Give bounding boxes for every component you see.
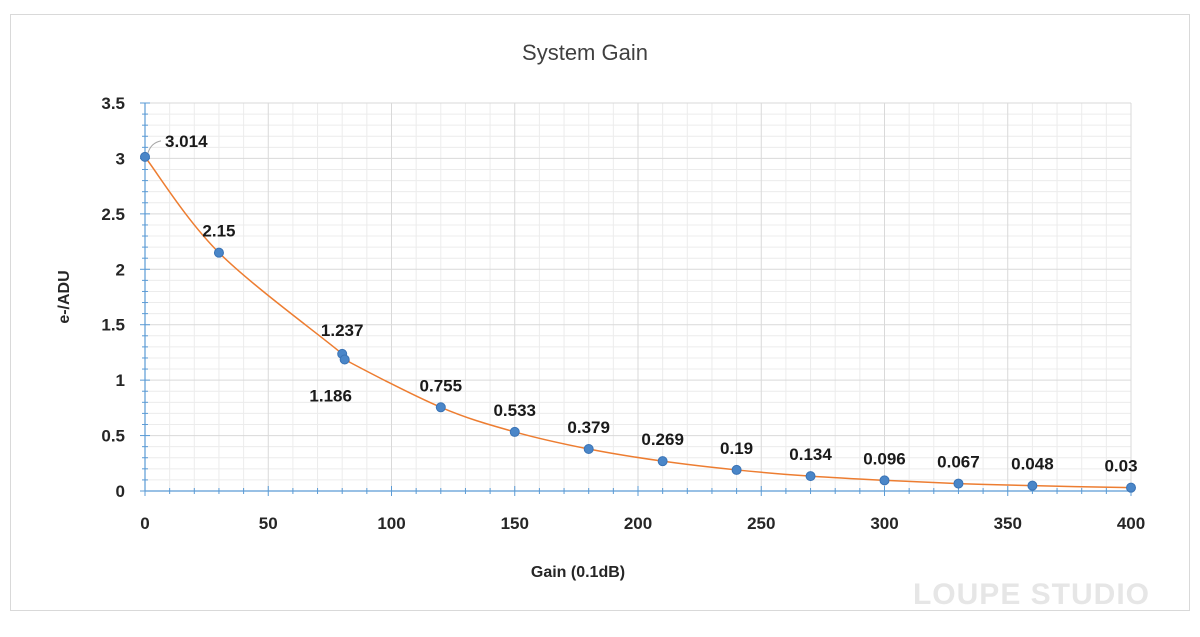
y-tick-label: 0 — [116, 482, 125, 501]
data-point — [731, 464, 742, 475]
y-tick-label: 2.5 — [101, 205, 125, 224]
data-point — [953, 478, 964, 489]
y-tick-label: 3 — [116, 149, 125, 168]
x-tick-label: 150 — [501, 514, 529, 533]
x-tick-label: 50 — [259, 514, 278, 533]
x-tick-labels: 0 50 100 150 200 250 300 350 400 — [140, 514, 1145, 533]
data-label: 0.19 — [720, 439, 753, 458]
data-label: 0.379 — [567, 418, 610, 437]
data-label: 0.03 — [1104, 457, 1137, 476]
data-label: 0.269 — [641, 430, 684, 449]
data-point — [509, 426, 520, 437]
x-tick-label: 0 — [140, 514, 149, 533]
x-tick-label: 250 — [747, 514, 775, 533]
data-label: 0.134 — [789, 445, 832, 464]
data-points — [140, 151, 1136, 493]
data-label: 0.755 — [420, 376, 463, 395]
data-point — [805, 471, 816, 482]
data-label: 3.014 — [165, 132, 208, 151]
data-label: 0.048 — [1011, 455, 1054, 474]
data-point — [583, 443, 594, 454]
data-label: 1.237 — [321, 321, 364, 340]
y-tick-label: 2 — [116, 260, 125, 279]
chart-title: System Gain — [522, 40, 648, 65]
data-point — [879, 475, 890, 486]
data-label: 1.186 — [309, 387, 352, 406]
y-tick-label: 1.5 — [101, 316, 125, 335]
data-point — [213, 247, 224, 258]
x-tick-label: 400 — [1117, 514, 1145, 533]
watermark-logo: LOUPE STUDIO — [913, 578, 1150, 611]
data-label: 0.533 — [493, 401, 536, 420]
data-point — [140, 151, 150, 162]
y-tick-label: 1 — [116, 371, 125, 390]
x-axis-title: Gain (0.1dB) — [531, 564, 625, 581]
data-point — [1126, 482, 1136, 493]
y-tick-labels: 0 0.5 1 1.5 2 2.5 3 3.5 — [101, 94, 125, 501]
y-tick-label: 0.5 — [101, 427, 125, 446]
data-point — [435, 402, 446, 413]
grid — [145, 102, 1132, 491]
data-point — [339, 354, 350, 365]
x-tick-label: 350 — [994, 514, 1022, 533]
data-label: 2.15 — [202, 222, 235, 241]
axes — [140, 102, 1132, 496]
data-label: 0.067 — [937, 453, 980, 472]
leader-line — [147, 140, 162, 154]
x-tick-label: 200 — [624, 514, 652, 533]
x-tick-label: 100 — [377, 514, 405, 533]
chart-frame — [10, 14, 1190, 611]
data-labels: 3.014 2.15 1.237 1.186 0.755 0.533 0.379 0.269 0… — [147, 132, 1138, 476]
y-axis-title: e-/ADU — [56, 270, 73, 323]
data-point — [657, 456, 668, 467]
data-point — [1027, 480, 1038, 491]
y-tick-label: 3.5 — [101, 94, 125, 113]
data-label: 0.096 — [863, 449, 906, 468]
x-tick-label: 300 — [870, 514, 898, 533]
